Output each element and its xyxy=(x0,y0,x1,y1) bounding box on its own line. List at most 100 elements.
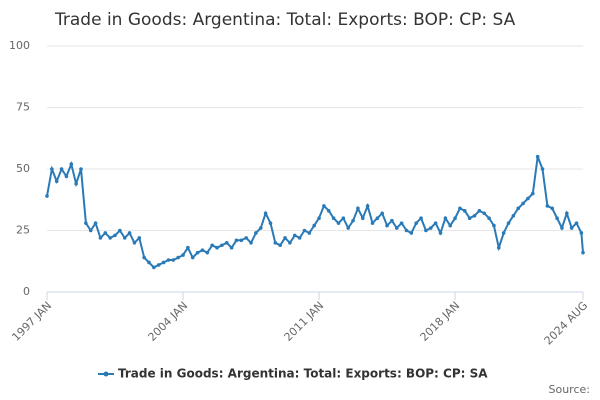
point xyxy=(317,216,321,220)
point xyxy=(190,255,195,260)
point xyxy=(118,228,122,233)
point xyxy=(283,236,287,240)
point xyxy=(69,162,74,166)
point xyxy=(506,221,511,225)
point xyxy=(74,181,78,186)
point xyxy=(545,204,550,208)
x-tick-label: 2018 JAN xyxy=(418,299,463,344)
y-tick-label: 0 xyxy=(23,285,30,298)
point xyxy=(492,223,496,228)
point xyxy=(113,233,117,238)
point xyxy=(428,226,433,230)
point xyxy=(195,250,200,255)
point xyxy=(409,231,414,235)
point xyxy=(511,213,516,218)
point xyxy=(550,206,555,211)
series-line xyxy=(46,156,584,269)
point xyxy=(166,258,171,262)
point xyxy=(307,231,312,235)
point xyxy=(399,221,404,225)
point xyxy=(244,236,248,240)
point xyxy=(268,221,273,225)
point xyxy=(103,231,108,235)
legend-label: Trade in Goods: Argentina: Total: Export… xyxy=(118,367,488,381)
point xyxy=(278,243,282,248)
point xyxy=(273,241,278,245)
point xyxy=(370,221,375,225)
point xyxy=(297,236,302,240)
point xyxy=(263,211,268,216)
point xyxy=(161,260,166,265)
point xyxy=(438,231,443,235)
point xyxy=(394,226,399,230)
point xyxy=(453,216,457,220)
x-tick-label: 1997 JAN xyxy=(9,299,54,344)
point xyxy=(375,216,380,220)
point xyxy=(88,228,93,233)
point xyxy=(433,221,438,225)
point xyxy=(45,194,49,198)
point xyxy=(79,167,83,171)
point xyxy=(385,223,389,228)
point xyxy=(229,245,234,250)
point xyxy=(419,216,423,220)
point xyxy=(322,204,326,208)
point xyxy=(579,231,584,235)
x-tick-label: 2011 JAN xyxy=(282,299,327,344)
point xyxy=(404,228,409,233)
point xyxy=(215,245,219,250)
point xyxy=(292,233,297,238)
point xyxy=(581,250,585,255)
point xyxy=(414,221,419,225)
point xyxy=(156,263,161,267)
point xyxy=(535,154,540,159)
point xyxy=(122,236,127,240)
point xyxy=(302,228,307,233)
point xyxy=(108,236,112,240)
point xyxy=(574,221,579,225)
point xyxy=(531,191,535,196)
point xyxy=(346,226,350,230)
point xyxy=(496,245,501,250)
point xyxy=(152,265,156,270)
point xyxy=(458,206,462,211)
point xyxy=(258,226,263,230)
point xyxy=(234,238,239,243)
point xyxy=(390,218,394,223)
point xyxy=(341,216,346,220)
legend-marker xyxy=(103,371,109,377)
point xyxy=(526,196,530,201)
point xyxy=(205,250,210,255)
x-tick-label: 2024 AUG xyxy=(542,299,591,348)
x-tick-label: 2004 JAN xyxy=(146,299,191,344)
point xyxy=(312,223,316,228)
point xyxy=(540,167,545,171)
point xyxy=(331,216,336,220)
point xyxy=(224,241,229,245)
point xyxy=(142,255,146,260)
chart-title: Trade in Goods: Argentina: Total: Export… xyxy=(54,10,516,30)
point xyxy=(127,231,132,235)
point xyxy=(288,241,292,245)
point xyxy=(186,245,190,250)
point xyxy=(132,241,137,245)
point xyxy=(443,216,448,220)
point xyxy=(147,260,151,265)
point xyxy=(365,204,370,208)
point xyxy=(501,231,506,235)
y-tick-label: 25 xyxy=(16,224,30,237)
point xyxy=(521,201,525,206)
point xyxy=(171,258,176,262)
point xyxy=(351,218,355,223)
point xyxy=(477,209,482,213)
point xyxy=(380,211,385,216)
point xyxy=(50,167,54,171)
y-tick-label: 100 xyxy=(9,39,30,52)
point xyxy=(176,255,180,260)
point xyxy=(181,253,185,257)
point xyxy=(356,206,360,211)
point xyxy=(516,206,521,211)
point xyxy=(472,213,477,218)
point xyxy=(249,241,253,245)
